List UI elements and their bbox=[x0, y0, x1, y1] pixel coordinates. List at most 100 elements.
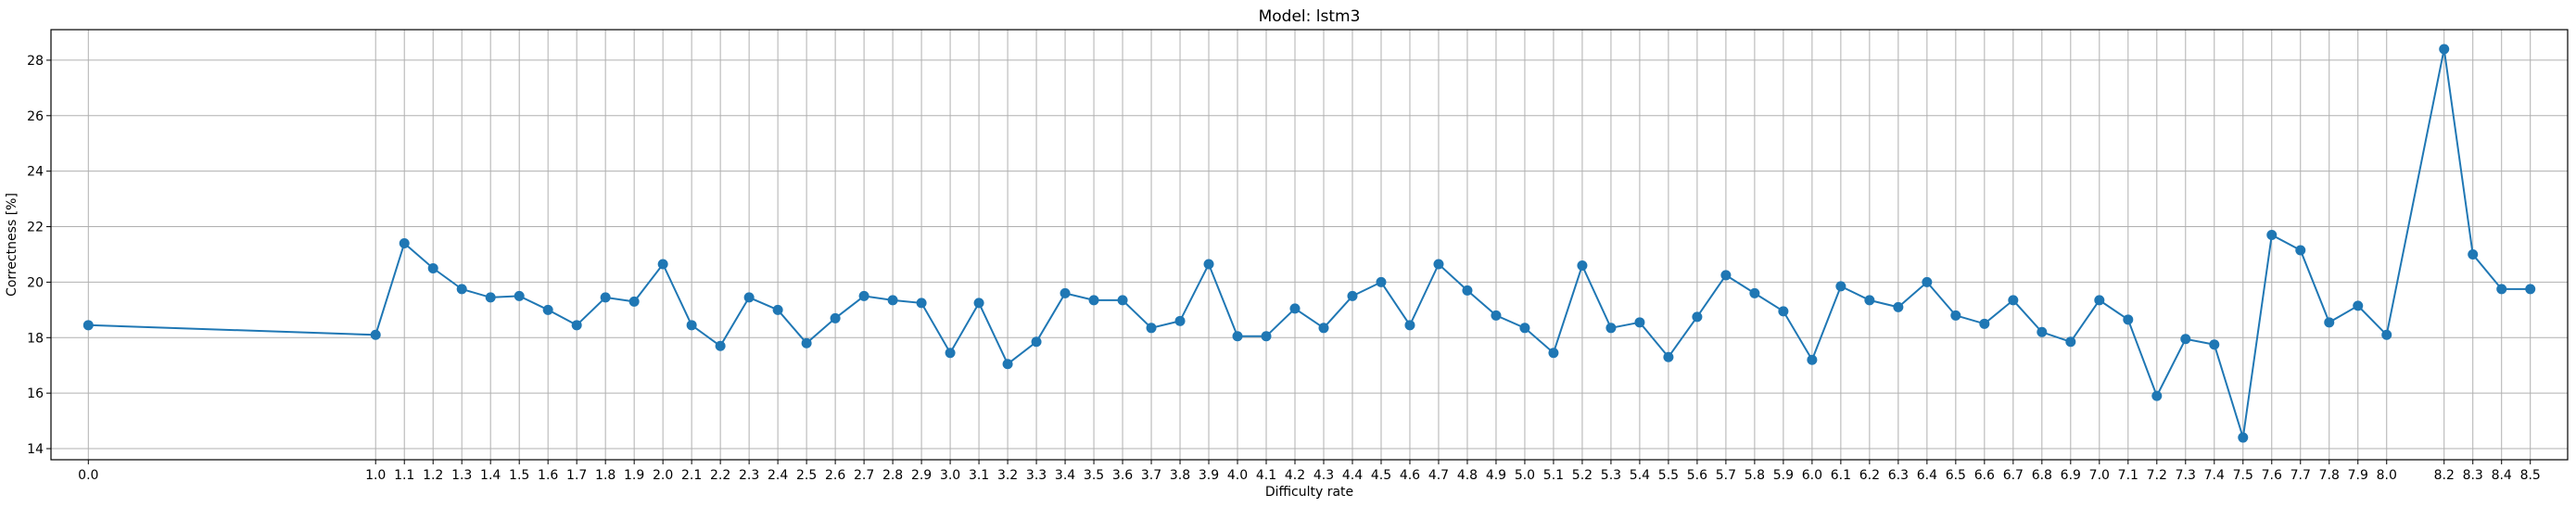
y-tick-label: 22 bbox=[27, 221, 44, 235]
x-tick-label: 3.7 bbox=[1141, 468, 1161, 483]
data-point bbox=[1232, 331, 1243, 342]
data-point bbox=[2008, 295, 2019, 306]
x-tick-label: 4.7 bbox=[1428, 468, 1449, 483]
x-tick-label: 3.5 bbox=[1084, 468, 1104, 483]
data-point bbox=[1031, 336, 1042, 348]
data-point bbox=[1491, 310, 1502, 321]
axis-ticks: 0.0 1.0 1.1 1.2 1.3 1.4 1.5 1.6 1.7 1.8 1.9 2.0 2.1 2… bbox=[27, 54, 2541, 483]
x-tick-label: 3.0 bbox=[940, 468, 960, 483]
x-tick-label: 6.8 bbox=[2032, 468, 2052, 483]
data-point bbox=[916, 298, 927, 309]
data-point bbox=[743, 292, 755, 303]
data-point bbox=[399, 238, 410, 249]
data-point bbox=[1376, 276, 1387, 287]
plot-frame bbox=[50, 29, 2569, 461]
data-point bbox=[1950, 310, 1961, 321]
data-point bbox=[2439, 44, 2450, 55]
data-point bbox=[686, 320, 697, 331]
y-tick-label: 14 bbox=[27, 442, 44, 457]
x-tick-label: 7.4 bbox=[2204, 468, 2225, 483]
data-point bbox=[2037, 326, 2048, 337]
y-tick-label: 18 bbox=[27, 331, 44, 346]
data-point bbox=[2353, 300, 2364, 311]
x-tick-label: 3.1 bbox=[969, 468, 989, 483]
grid-lines bbox=[51, 30, 2568, 460]
data-point bbox=[485, 292, 496, 303]
data-point bbox=[514, 290, 525, 301]
x-tick-label: 6.6 bbox=[1974, 468, 1995, 483]
x-tick-label: 7.5 bbox=[2233, 468, 2253, 483]
data-point bbox=[1548, 348, 1559, 359]
data-point bbox=[1146, 323, 1157, 334]
x-tick-label: 8.3 bbox=[2463, 468, 2483, 483]
x-tick-label: 2.0 bbox=[653, 468, 673, 483]
data-point bbox=[1864, 295, 1875, 306]
x-tick-label: 2.2 bbox=[710, 468, 730, 483]
x-tick-label: 7.7 bbox=[2290, 468, 2311, 483]
x-tick-label: 5.7 bbox=[1716, 468, 1736, 483]
data-point bbox=[1749, 287, 1760, 298]
data-point bbox=[2065, 336, 2076, 348]
x-tick-label: 4.1 bbox=[1256, 468, 1276, 483]
data-point bbox=[427, 262, 438, 273]
x-tick-label: 5.5 bbox=[1658, 468, 1679, 483]
x-tick-label: 2.1 bbox=[681, 468, 702, 483]
x-tick-label: 4.3 bbox=[1313, 468, 1334, 483]
x-tick-label: 7.9 bbox=[2348, 468, 2368, 483]
y-tick-label: 26 bbox=[27, 109, 44, 124]
data-point bbox=[887, 295, 898, 306]
x-tick-label: 8.4 bbox=[2492, 468, 2512, 483]
data-point bbox=[1577, 260, 1588, 271]
x-tick-label: 7.3 bbox=[2176, 468, 2196, 483]
data-point bbox=[600, 292, 611, 303]
x-tick-label: 6.3 bbox=[1888, 468, 1909, 483]
data-point bbox=[1807, 354, 1818, 365]
x-tick-label: 1.1 bbox=[394, 468, 414, 483]
x-tick-label: 4.5 bbox=[1371, 468, 1391, 483]
x-tick-label: 3.8 bbox=[1170, 468, 1190, 483]
x-tick-label: 1.5 bbox=[509, 468, 529, 483]
x-tick-label: 6.9 bbox=[2061, 468, 2081, 483]
data-point bbox=[657, 259, 668, 270]
data-point bbox=[2295, 245, 2306, 256]
data-point bbox=[2180, 334, 2191, 345]
data-point bbox=[772, 304, 783, 315]
data-point bbox=[1692, 311, 1703, 323]
data-point bbox=[1117, 295, 1128, 306]
data-point bbox=[370, 329, 381, 340]
data-point bbox=[2094, 295, 2105, 306]
data-point bbox=[830, 312, 841, 323]
y-tick-label: 20 bbox=[27, 275, 44, 290]
x-tick-label: 4.8 bbox=[1457, 468, 1478, 483]
data-point bbox=[1433, 259, 1444, 270]
data-point bbox=[456, 284, 467, 295]
x-tick-label: 6.4 bbox=[1917, 468, 1937, 483]
x-tick-label: 5.6 bbox=[1687, 468, 1707, 483]
data-point bbox=[1634, 317, 1645, 328]
x-tick-label: 1.7 bbox=[566, 468, 587, 483]
data-point bbox=[2381, 329, 2392, 340]
x-tick-label: 5.2 bbox=[1572, 468, 1593, 483]
data-point bbox=[1893, 301, 1904, 312]
x-tick-label: 5.0 bbox=[1515, 468, 1535, 483]
x-tick-label: 6.0 bbox=[1802, 468, 1822, 483]
data-point bbox=[1519, 323, 1530, 334]
data-point bbox=[1088, 295, 1099, 306]
data-point bbox=[973, 298, 984, 309]
y-tick-label: 16 bbox=[27, 387, 44, 401]
x-tick-label: 2.6 bbox=[825, 468, 845, 483]
data-point bbox=[715, 340, 726, 351]
x-tick-label: 8.2 bbox=[2434, 468, 2455, 483]
data-point bbox=[1318, 323, 1329, 334]
x-tick-label: 2.7 bbox=[854, 468, 874, 483]
x-tick-label: 1.4 bbox=[480, 468, 501, 483]
data-point bbox=[1720, 270, 1732, 281]
data-point bbox=[1002, 359, 1013, 370]
series-line bbox=[88, 48, 2531, 438]
x-tick-label: 7.1 bbox=[2118, 468, 2138, 483]
data-point bbox=[1060, 287, 1071, 298]
x-tick-label: 3.3 bbox=[1026, 468, 1047, 483]
x-axis-label: Difficulty rate bbox=[1265, 485, 1353, 500]
x-tick-label: 4.6 bbox=[1400, 468, 1420, 483]
